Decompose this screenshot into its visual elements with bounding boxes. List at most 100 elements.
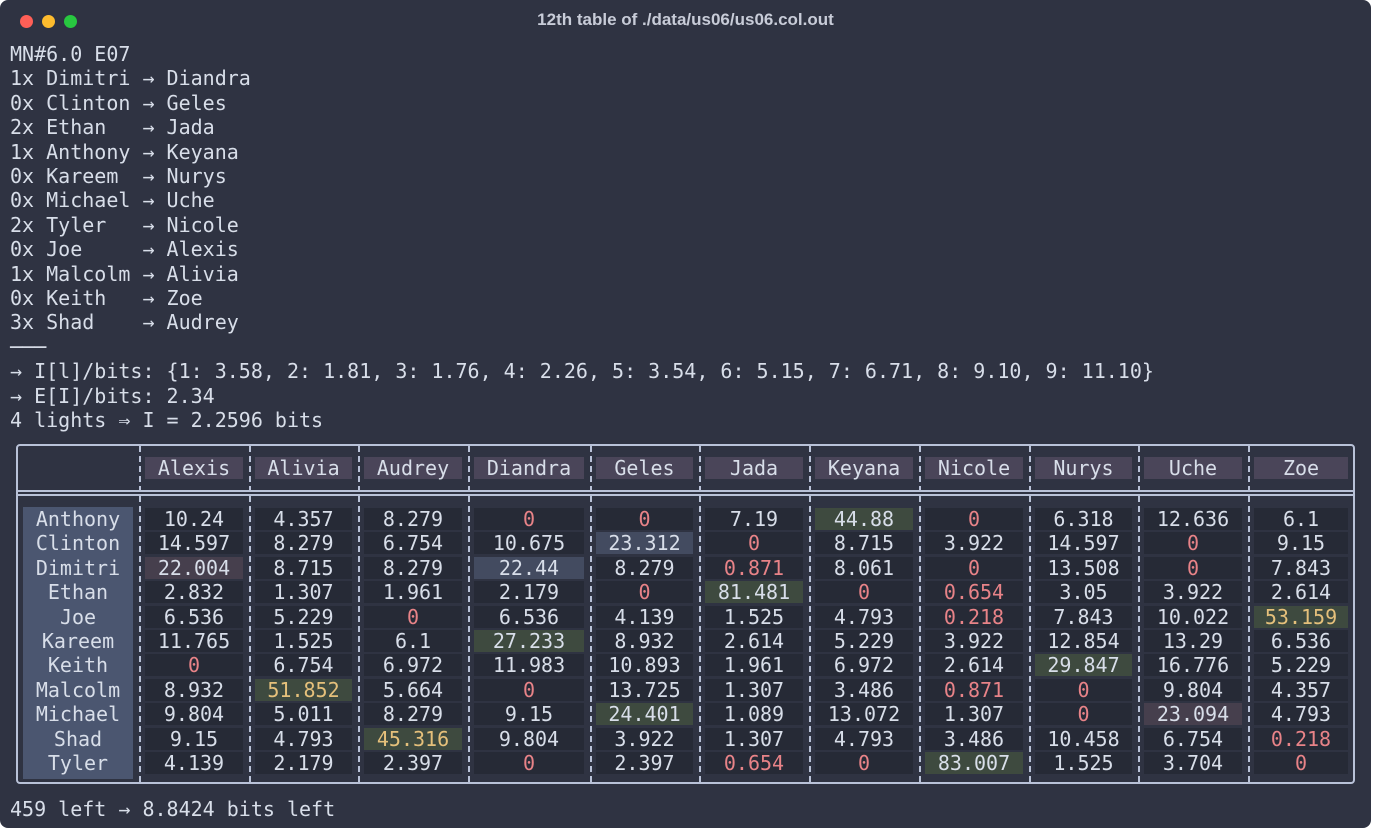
column-separator <box>1138 446 1140 782</box>
table-cell: 22.44 <box>474 556 584 579</box>
table-cell: 2.179 <box>474 581 584 604</box>
table-cell: 10.893 <box>596 654 693 677</box>
table-cell: 3.922 <box>925 532 1023 555</box>
output-line: 2x Ethan → Jada <box>10 115 215 140</box>
column-header: Geles <box>596 457 693 479</box>
table-cell: 6.536 <box>474 605 584 628</box>
table-cell: 0.218 <box>925 605 1023 628</box>
column-header: Uche <box>1144 457 1242 479</box>
row-label: Michael <box>35 702 121 727</box>
table-cell: 1.525 <box>1035 752 1132 774</box>
row-label: Keith <box>47 653 109 678</box>
table-cell: 1.525 <box>255 630 352 652</box>
close-button[interactable] <box>20 15 33 28</box>
table-cell: 4.793 <box>1254 703 1348 726</box>
table-cell: 5.011 <box>255 703 352 726</box>
table-cell: 6.754 <box>364 532 462 555</box>
table-cell: 4.357 <box>255 508 352 530</box>
table-cell: 0 <box>705 532 803 555</box>
output-line: → I[l]/bits: {1: 3.58, 2: 1.81, 3: 1.76,… <box>10 359 1154 384</box>
table-cell: 6.536 <box>1254 630 1348 652</box>
table-cell: 3.922 <box>1144 581 1242 604</box>
table-cell: 6.536 <box>145 605 243 628</box>
table-cell: 11.983 <box>474 654 584 677</box>
table-cell: 1.961 <box>705 654 803 677</box>
table-cell: 8.715 <box>255 556 352 579</box>
table-cell: 1.307 <box>705 678 803 701</box>
column-header: Nurys <box>1035 457 1132 479</box>
minimize-button[interactable] <box>42 15 55 28</box>
table-cell: 83.007 <box>925 752 1023 774</box>
table-cell: 4.139 <box>596 605 693 628</box>
table-cell: 8.279 <box>364 556 462 579</box>
table: Alexis Alivia Audrey Diandra Geles Jada Keyana… <box>16 444 1355 784</box>
table-cell: 10.022 <box>1144 605 1242 628</box>
column-separator <box>249 446 251 782</box>
row-label: Ethan <box>47 580 109 605</box>
table-cell: 45.316 <box>364 727 462 750</box>
table-cell: 0.654 <box>705 752 803 774</box>
table-cell: 4.139 <box>145 752 243 774</box>
row-label: Malcolm <box>35 677 121 702</box>
row-label: Shad <box>53 726 103 751</box>
table-cell: 0 <box>1144 532 1242 555</box>
column-separator <box>1029 446 1031 782</box>
corner-cell <box>22 458 136 480</box>
column-separator <box>699 446 701 782</box>
table-cell: 0 <box>925 556 1023 579</box>
table-cell: 51.852 <box>255 678 352 701</box>
output-line: 0x Kareem → Nurys <box>10 164 227 188</box>
table-cell: 2.614 <box>1254 581 1348 604</box>
table-cell: 1.089 <box>705 703 803 726</box>
zoom-button[interactable] <box>64 15 77 28</box>
table-cell: 0 <box>596 508 693 530</box>
output-line: → E[I]/bits: 2.34 <box>10 383 215 408</box>
table-cell: 13.508 <box>1035 556 1132 579</box>
table-cell: 0 <box>145 654 243 677</box>
row-label: Tyler <box>47 751 109 775</box>
table-cell: 0 <box>474 678 584 701</box>
table-cell: 81.481 <box>705 581 803 604</box>
header-separator <box>18 494 1353 496</box>
table-cell: 8.932 <box>596 630 693 652</box>
column-header: Alexis <box>145 457 243 479</box>
row-label: Clinton <box>35 531 121 556</box>
table-cell: 5.229 <box>815 630 913 652</box>
table-cell: 6.1 <box>1254 508 1348 530</box>
table-cell: 4.793 <box>255 727 352 750</box>
table-cell: 3.922 <box>596 727 693 750</box>
table-cell: 3.486 <box>815 678 913 701</box>
table-cell: 8.932 <box>145 678 243 701</box>
table-cell: 6.754 <box>1144 727 1242 750</box>
column-separator <box>1248 446 1250 782</box>
table-cell: 12.636 <box>1144 508 1242 530</box>
table-cell: 0 <box>474 752 584 774</box>
output-line: 1x Malcolm → Alivia <box>10 261 239 286</box>
output-line: 0x Joe → Alexis <box>10 237 239 262</box>
table-cell: 8.061 <box>815 556 913 579</box>
table-cell: 12.854 <box>1035 630 1132 652</box>
row-label: Joe <box>59 604 97 629</box>
table-cell: 0.218 <box>1254 727 1348 750</box>
output-line: 2x Tyler → Nicole <box>10 212 239 237</box>
table-cell: 10.24 <box>145 508 243 530</box>
table-cell: 0 <box>596 581 693 604</box>
table-cell: 0.871 <box>925 678 1023 701</box>
table-cell: 6.972 <box>815 654 913 677</box>
table-cell: 0.871 <box>705 556 803 579</box>
table-cell: 0 <box>1254 752 1348 774</box>
table-cell: 8.715 <box>815 532 913 555</box>
table-cell: 7.19 <box>705 508 803 530</box>
table-cell: 2.397 <box>364 752 462 774</box>
table-cell: 1.307 <box>705 727 803 750</box>
table-cell: 23.312 <box>596 532 693 555</box>
table-cell: 7.843 <box>1254 556 1348 579</box>
table-cell: 3.704 <box>1144 752 1242 774</box>
table-cell: 0 <box>815 752 913 774</box>
table-cell: 0 <box>925 508 1023 530</box>
output-line: 0x Michael → Uche <box>10 188 215 213</box>
output-line: 0x Clinton → Geles <box>10 90 227 115</box>
table-cell: 0 <box>1035 678 1132 701</box>
table-cell: 0.654 <box>925 581 1023 604</box>
column-header: Zoe <box>1254 457 1348 479</box>
